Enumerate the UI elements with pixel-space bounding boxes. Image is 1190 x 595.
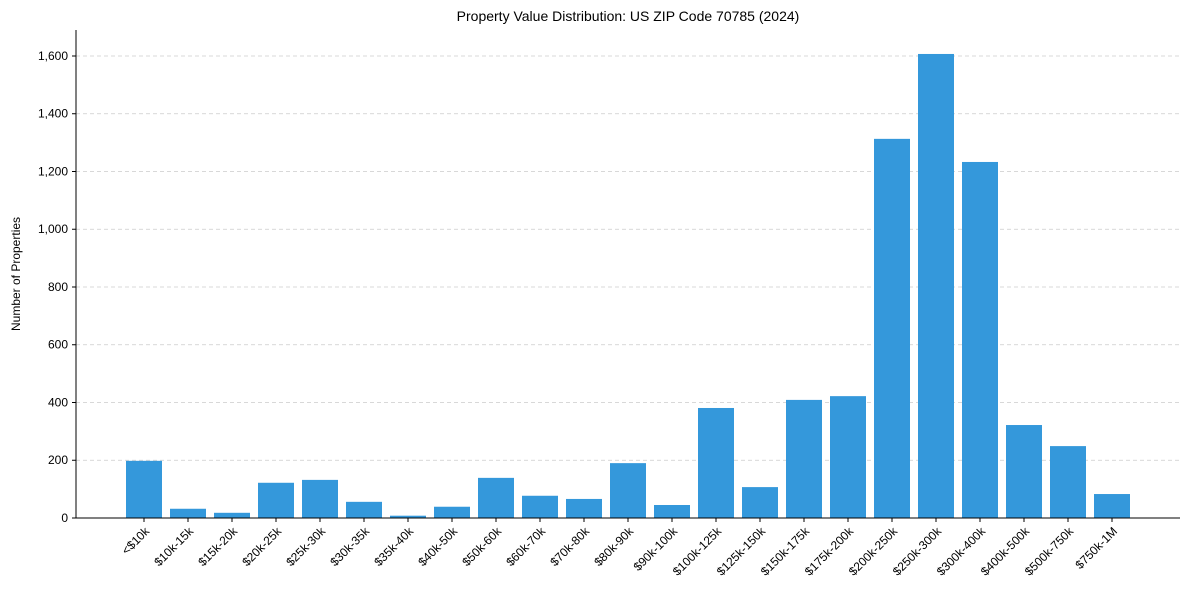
y-tick-label: 400 [48,395,68,409]
bar [1006,425,1042,518]
y-tick-label: 1,400 [38,107,68,121]
bar [698,407,734,518]
x-tick-label: $500k-750k [1022,524,1077,579]
x-tick-label: $30k-35k [327,524,373,570]
x-tick-label: $50k-60k [459,524,505,570]
bar [126,460,162,518]
bar [522,495,558,518]
y-tick-label: 200 [48,453,68,467]
y-tick-label: 600 [48,338,68,352]
y-tick-label: 0 [61,511,68,525]
x-tick-label: $80k-90k [591,524,637,570]
x-tick-label: $20k-25k [239,524,285,570]
bar [346,501,382,518]
x-tick-label: $10k-15k [151,524,197,570]
bar [258,482,294,518]
bar [874,138,910,518]
x-tick-label: $15k-20k [195,524,241,570]
x-tick-label: $35k-40k [371,524,417,570]
y-tick-label: 1,200 [38,164,68,178]
bar [1094,494,1130,518]
y-axis-label: Number of Properties [9,217,23,331]
bar [830,396,866,518]
chart-title: Property Value Distribution: US ZIP Code… [457,8,800,24]
bar [566,498,602,518]
bar [918,53,954,519]
x-tick-label: <$10k [119,524,153,558]
bar [1050,446,1086,518]
bar [610,463,646,518]
bar [170,508,206,518]
x-tick-label: $40k-50k [415,524,461,570]
y-tick-label: 800 [48,280,68,294]
x-tick-label: $25k-30k [283,524,329,570]
y-tick-label: 1,600 [38,49,68,63]
x-tick-label: $60k-70k [503,524,549,570]
bar [786,399,822,518]
bar [214,512,250,518]
x-tick-label: $750k-1M [1072,524,1120,572]
bar [478,477,514,518]
y-tick-label: 1,000 [38,222,68,236]
bar [390,515,426,518]
bar [742,487,778,518]
bar [434,506,470,518]
bar [654,505,690,518]
bar [302,479,338,518]
bar [962,161,998,518]
x-tick-label: $70k-80k [547,524,593,570]
